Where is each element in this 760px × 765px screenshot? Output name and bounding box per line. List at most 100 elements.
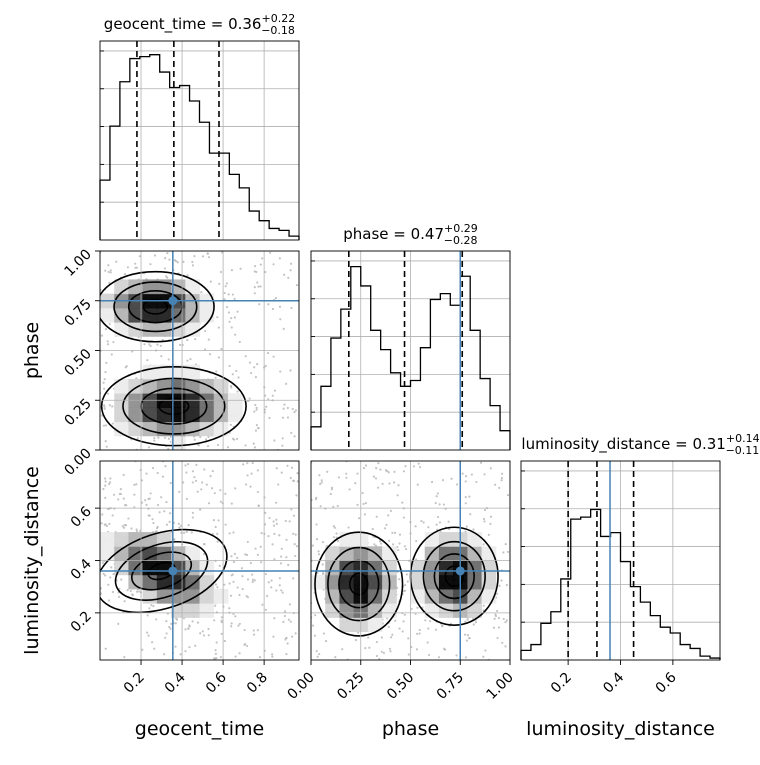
- sample-point: [135, 530, 139, 533]
- sample-point: [416, 632, 419, 635]
- y-tick-label: 0.6: [68, 504, 95, 531]
- x-axis-label-phase: phase: [382, 718, 439, 740]
- sample-point: [384, 527, 387, 530]
- sample-point: [191, 481, 194, 484]
- density-cell: [424, 560, 440, 576]
- sample-point: [410, 607, 413, 611]
- sample-point: [335, 532, 338, 535]
- sample-point: [264, 270, 267, 274]
- sample-point: [318, 652, 321, 656]
- sample-point: [273, 389, 277, 392]
- sample-point: [427, 627, 430, 630]
- density-cell: [213, 378, 229, 394]
- sample-point: [319, 482, 322, 486]
- density-cells: [100, 279, 243, 450]
- sample-point: [347, 526, 350, 529]
- sample-point: [505, 619, 508, 622]
- sample-point: [317, 553, 321, 556]
- sample-point: [398, 533, 402, 536]
- sample-point: [267, 303, 270, 306]
- sample-point: [167, 437, 171, 440]
- sample-point: [138, 590, 141, 593]
- density-cell: [199, 574, 215, 590]
- sample-point: [243, 628, 246, 632]
- sample-point: [363, 513, 367, 516]
- sample-point: [227, 293, 230, 296]
- sample-point: [283, 610, 287, 613]
- sample-point: [256, 363, 259, 366]
- density-cell: [367, 574, 383, 590]
- sample-point: [126, 588, 129, 592]
- sample-point: [155, 618, 158, 621]
- density-cell: [325, 560, 340, 576]
- sample-point: [415, 539, 418, 543]
- sample-point: [311, 624, 315, 627]
- sample-point: [164, 257, 167, 260]
- sample-point: [253, 285, 256, 289]
- sample-point: [495, 609, 499, 613]
- sample-point: [122, 526, 126, 529]
- sample-point: [122, 473, 125, 477]
- title-luminosity_distance: luminosity_distance = 0.31+0.14 −0.11: [521, 432, 759, 457]
- sample-point: [229, 384, 233, 388]
- sample-point: [394, 619, 397, 622]
- sample-point: [492, 626, 496, 629]
- sample-point: [109, 477, 112, 480]
- sample-point: [174, 645, 177, 648]
- sample-point: [200, 488, 203, 491]
- sample-point: [500, 479, 503, 482]
- sample-point: [126, 266, 130, 269]
- sample-point: [286, 464, 289, 467]
- sample-point: [217, 356, 220, 359]
- sample-point: [193, 438, 196, 441]
- sample-point: [206, 444, 210, 448]
- sample-point: [483, 473, 486, 476]
- sample-point: [122, 497, 125, 500]
- sample-point: [246, 474, 249, 477]
- density-cell: [467, 603, 483, 618]
- contour-line: [444, 565, 465, 588]
- sample-point: [315, 650, 318, 653]
- sample-point: [168, 625, 171, 629]
- sample-point: [266, 594, 269, 598]
- sample-point: [489, 522, 492, 526]
- density-cell: [424, 603, 440, 618]
- sample-point: [294, 533, 297, 536]
- sample-point: [264, 364, 267, 368]
- density-cell: [185, 322, 200, 337]
- x-tick-label: 0.2: [121, 670, 148, 697]
- sample-point: [249, 485, 252, 488]
- sample-point: [233, 552, 237, 555]
- sample-point: [170, 622, 173, 625]
- sample-point: [204, 438, 208, 441]
- sample-point: [187, 627, 190, 630]
- sample-point: [244, 444, 247, 447]
- sample-point: [169, 481, 172, 485]
- sample-point: [111, 590, 115, 594]
- sample-point: [213, 492, 216, 495]
- sample-point: [291, 635, 294, 638]
- sample-point: [285, 538, 288, 541]
- sample-point: [105, 445, 108, 448]
- contour-line: [113, 281, 198, 333]
- sample-point: [415, 558, 418, 561]
- sample-point: [108, 481, 112, 484]
- sample-point: [230, 625, 233, 628]
- sample-point: [336, 540, 340, 543]
- sample-point: [275, 522, 278, 526]
- contour-line: [433, 553, 475, 600]
- sample-point: [245, 594, 248, 598]
- sample-point: [216, 443, 220, 447]
- sample-point: [103, 378, 106, 381]
- sample-point: [435, 523, 438, 526]
- sample-point: [281, 416, 285, 419]
- sample-point: [104, 424, 108, 427]
- sample-point: [494, 614, 498, 618]
- sample-point: [141, 648, 144, 651]
- density-cell: [367, 617, 383, 633]
- sample-point: [223, 298, 226, 301]
- sample-point: [148, 497, 151, 500]
- sample-point: [461, 472, 464, 475]
- sample-point: [315, 538, 319, 541]
- sample-point: [396, 494, 399, 497]
